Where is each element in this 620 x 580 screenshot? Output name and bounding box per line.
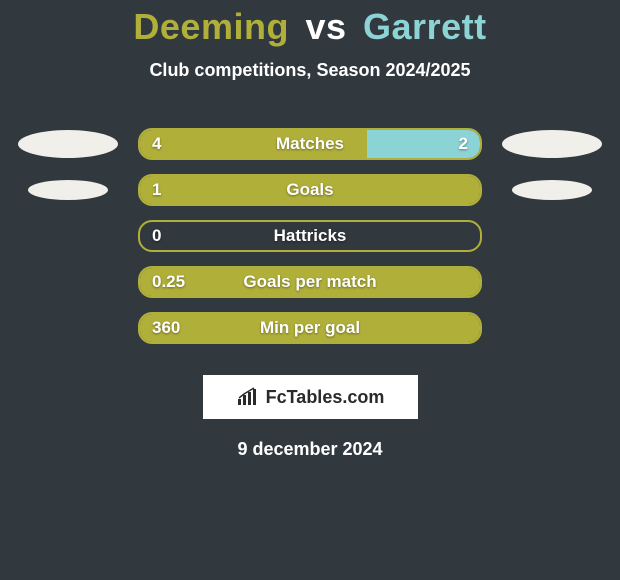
date-text: 9 december 2024 [0,439,620,460]
stat-row: 0.25Goals per match [0,259,620,305]
left-slot [8,130,128,158]
left-slot [8,180,128,200]
player1-name: Deeming [133,6,289,47]
stat-label: Goals per match [140,268,480,296]
stat-bar: 0.25Goals per match [138,266,482,298]
right-ellipse [502,130,602,158]
brand-box: FcTables.com [203,375,418,419]
stat-label: Min per goal [140,314,480,342]
subtitle: Club competitions, Season 2024/2025 [0,60,620,81]
comparison-card: Deeming vs Garrett Club competitions, Se… [0,0,620,580]
right-ellipse [512,180,592,200]
vs-text: vs [305,6,346,47]
title: Deeming vs Garrett [0,0,620,48]
stat-bar: 360Min per goal [138,312,482,344]
right-slot [492,180,612,200]
stats-rows: 42Matches 1Goals 0Hattricks 0.25Goals per m… [0,121,620,351]
player2-name: Garrett [363,6,487,47]
brand-text: FcTables.com [266,387,385,408]
stat-row: 0Hattricks [0,213,620,259]
stat-row: 42Matches [0,121,620,167]
left-ellipse [28,180,108,200]
stat-label: Hattricks [140,222,480,250]
stat-row: 1Goals [0,167,620,213]
right-slot [492,130,612,158]
stat-label: Matches [140,130,480,158]
stat-bar: 1Goals [138,174,482,206]
left-ellipse [18,130,118,158]
stat-label: Goals [140,176,480,204]
stat-bar: 0Hattricks [138,220,482,252]
chart-icon [236,387,260,407]
stat-row: 360Min per goal [0,305,620,351]
stat-bar: 42Matches [138,128,482,160]
